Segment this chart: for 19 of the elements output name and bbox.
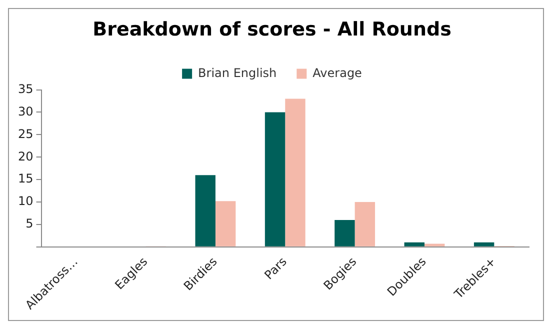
y-tick-label: 25	[18, 126, 34, 141]
y-tick-label: 20	[18, 149, 34, 164]
y-tick-label: 30	[18, 104, 34, 118]
y-tick-label: 15	[18, 172, 34, 186]
bar	[264, 112, 286, 246]
bar	[285, 98, 306, 246]
legend-label: Average	[312, 66, 362, 80]
chart-title: Breakdown of scores - All Rounds	[92, 18, 452, 40]
y-tick-label: 5	[26, 216, 34, 231]
bar	[215, 201, 236, 246]
bar	[474, 242, 494, 246]
bar	[404, 242, 424, 246]
bar	[354, 202, 376, 246]
y-tick-label: 10	[18, 194, 34, 208]
bar	[424, 244, 445, 246]
y-tick-label: 35	[18, 82, 34, 96]
bar	[334, 220, 355, 246]
legend-label: Brian English	[198, 66, 277, 80]
bar	[195, 175, 216, 246]
